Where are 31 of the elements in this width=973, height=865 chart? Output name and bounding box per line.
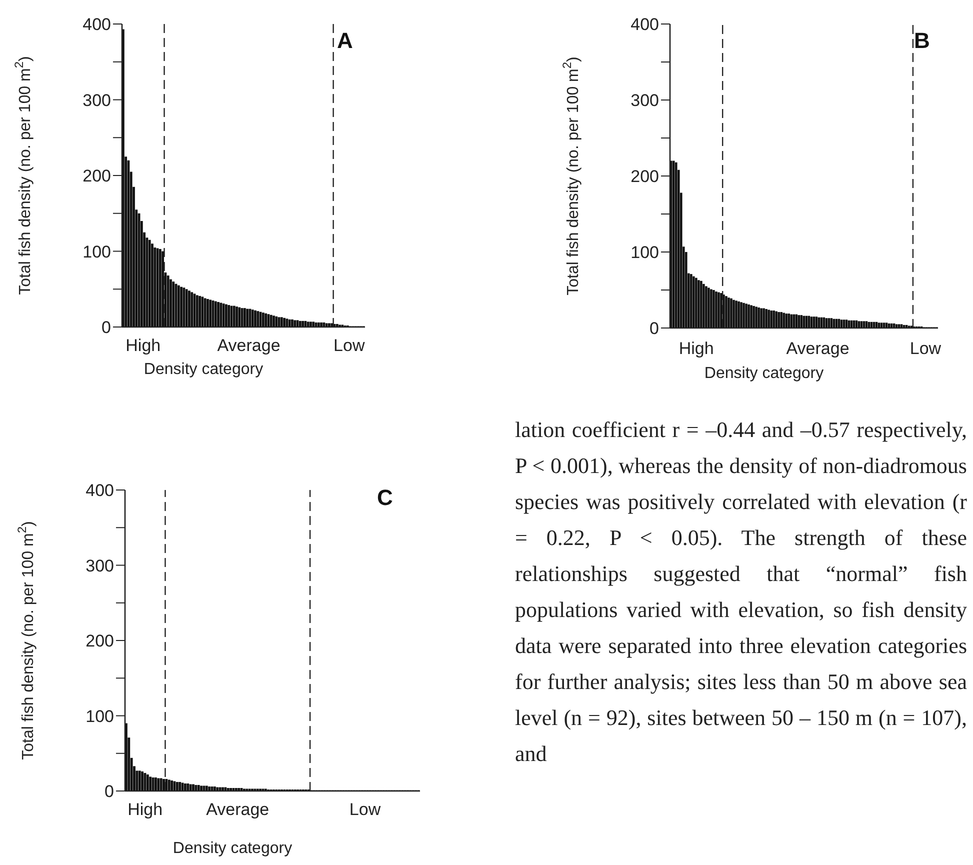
text: Low bbox=[334, 336, 366, 355]
y-tick-label: 100 bbox=[630, 243, 659, 262]
y-tick-label: 300 bbox=[82, 90, 111, 110]
text: Average bbox=[217, 336, 280, 355]
y-tick-label: 300 bbox=[630, 91, 659, 110]
x-axis-title: Density category bbox=[144, 361, 264, 378]
text: Low bbox=[910, 339, 942, 358]
y-tick-label: 300 bbox=[86, 556, 114, 576]
y-tick-label: 400 bbox=[630, 15, 659, 34]
y-tick-label: 100 bbox=[86, 706, 114, 726]
x-axis-title: Density category bbox=[172, 840, 292, 857]
text: High bbox=[128, 800, 163, 819]
y-tick-label: 200 bbox=[630, 167, 659, 186]
y-tick-label: 400 bbox=[82, 15, 111, 34]
y-tick-label: 0 bbox=[650, 319, 659, 338]
text: Average bbox=[786, 339, 850, 358]
chart-title: A bbox=[337, 28, 354, 53]
text: lation coefficient r = –0.44 and –0.57 respectively, P < 0.001), whereas the density of non-diadromous species was positively correlated with elevation (r = 0.22, P < 0.05). The strength of these relationships suggested that “normal” fish populations varied with elevation, so fish density data were separated into three elevation categories for further analysis; sites less than 50 m above sea level (n = 92), sites between 50 – 150 m (n = 107), and bbox=[515, 417, 967, 766]
text: High bbox=[126, 336, 161, 355]
chart-title: B bbox=[914, 28, 930, 53]
chart-title: C bbox=[377, 485, 394, 510]
y-tick-label: 0 bbox=[102, 318, 111, 338]
y-tick-label: 200 bbox=[86, 632, 114, 651]
y-tick-label: 100 bbox=[82, 242, 111, 262]
text: Average bbox=[206, 800, 270, 819]
x-axis-title: Density category bbox=[704, 365, 824, 382]
text: Low bbox=[349, 800, 382, 819]
y-tick-label: 200 bbox=[82, 166, 111, 186]
y-tick-label: 400 bbox=[86, 481, 114, 500]
text: High bbox=[678, 339, 714, 358]
y-tick-label: 0 bbox=[104, 782, 114, 802]
